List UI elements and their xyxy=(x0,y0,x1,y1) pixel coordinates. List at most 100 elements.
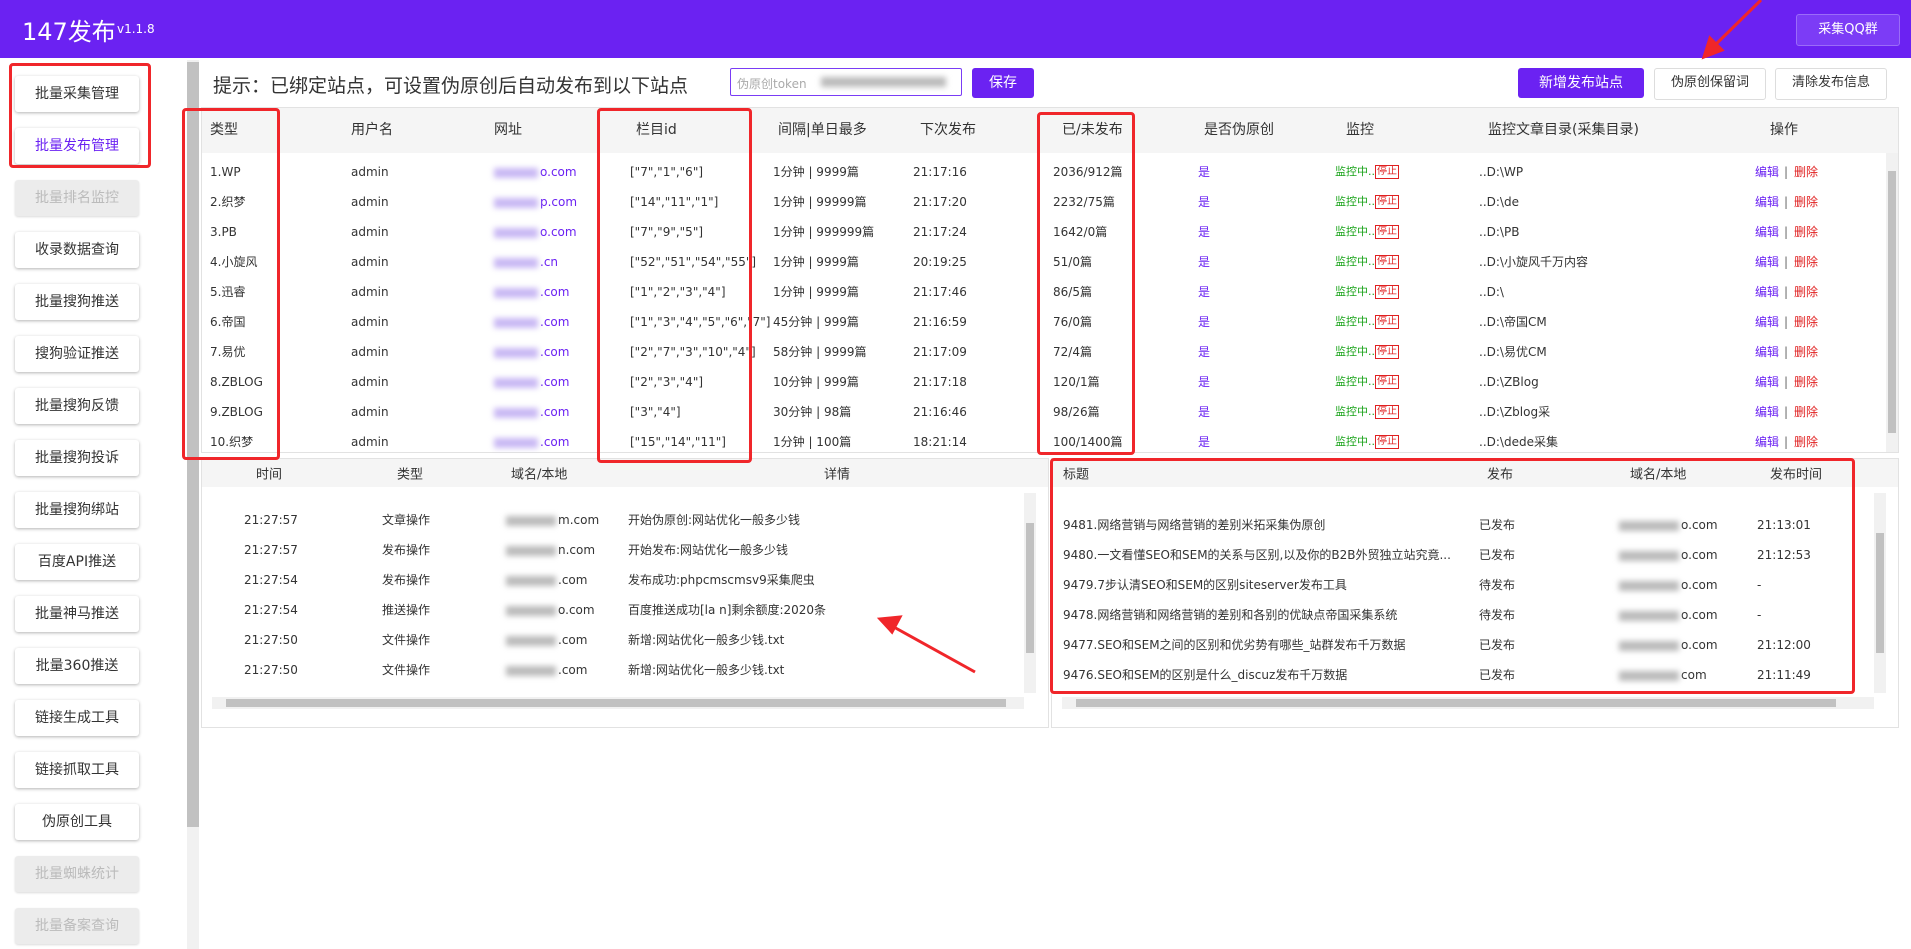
scroll-thumb[interactable] xyxy=(187,62,199,827)
log-cell: 文件操作 xyxy=(382,633,431,647)
delete-link[interactable]: 删除 xyxy=(1794,375,1819,389)
cell-url: .com xyxy=(540,345,570,359)
scroll-thumb[interactable] xyxy=(226,699,1006,707)
sidebar-button[interactable]: 链接抓取工具 xyxy=(15,752,139,788)
delete-link[interactable]: 删除 xyxy=(1794,285,1819,299)
qq-group-button[interactable]: 采集QQ群 xyxy=(1796,14,1900,46)
sidebar-button[interactable]: 批量搜狗投诉 xyxy=(15,440,139,476)
panel-scrollbar[interactable] xyxy=(1024,493,1036,693)
delete-link[interactable]: 删除 xyxy=(1794,195,1819,209)
blurred-text xyxy=(494,257,538,268)
edit-link[interactable]: 编辑 xyxy=(1755,315,1780,329)
cell-user: admin xyxy=(351,315,389,329)
column-header: 详情 xyxy=(824,467,851,483)
toolbar-button[interactable]: 新增发布站点 xyxy=(1518,68,1644,98)
cell-type: 9.ZBLOG xyxy=(210,405,263,419)
sidebar-button[interactable]: 批量发布管理 xyxy=(15,128,139,164)
sidebar-button[interactable]: 批量采集管理 xyxy=(15,76,139,112)
cell-dir: ..D:\易优CM xyxy=(1479,345,1547,359)
sidebar-button[interactable]: 百度API推送 xyxy=(15,544,139,580)
sidebar-button[interactable]: 批量神马推送 xyxy=(15,596,139,632)
sidebar-button[interactable]: 伪原创工具 xyxy=(15,804,139,840)
stop-button[interactable]: 停止 xyxy=(1375,405,1399,419)
stop-button[interactable]: 停止 xyxy=(1375,345,1399,359)
app-title: 147发布 xyxy=(22,18,116,46)
save-button[interactable]: 保存 xyxy=(972,68,1034,98)
edit-link[interactable]: 编辑 xyxy=(1755,255,1780,269)
stop-button[interactable]: 停止 xyxy=(1375,375,1399,389)
token-input[interactable]: 伪原创token xyxy=(730,68,962,96)
cell-monitor: 监控中.. xyxy=(1335,375,1375,388)
edit-link[interactable]: 编辑 xyxy=(1755,375,1780,389)
column-header: 时间 xyxy=(256,467,283,483)
arrow-head xyxy=(876,615,903,635)
stop-button[interactable]: 停止 xyxy=(1375,225,1399,239)
log-cell: 21:27:57 xyxy=(244,543,298,557)
column-header: 域名/本地 xyxy=(511,467,568,483)
edit-link[interactable]: 编辑 xyxy=(1755,405,1780,419)
cell-next: 21:17:20 xyxy=(913,195,967,209)
cell-url-wrap: .com xyxy=(494,314,569,330)
cell-ids: ["52","51","54","55"] xyxy=(630,255,757,269)
panel-header-bg xyxy=(202,459,1048,487)
toolbar-button[interactable]: 清除发布信息 xyxy=(1775,68,1887,100)
cell-url: .com xyxy=(540,435,570,449)
cell-dir: ..D:\ xyxy=(1479,285,1504,299)
scroll-thumb[interactable] xyxy=(1888,171,1896,433)
sidebar-button[interactable]: 批量搜狗绑站 xyxy=(15,492,139,528)
cell-ids: ["3","4"] xyxy=(630,405,681,419)
stop-button[interactable]: 停止 xyxy=(1375,195,1399,209)
delete-link[interactable]: 删除 xyxy=(1794,225,1819,239)
scroll-thumb[interactable] xyxy=(1076,699,1836,707)
blurred-text xyxy=(494,287,538,298)
cell-user: admin xyxy=(351,285,389,299)
cell-ids: ["1","3","4","5","6","7"] xyxy=(630,315,771,329)
toolbar-button[interactable]: 伪原创保留词 xyxy=(1654,68,1766,100)
delete-link[interactable]: 删除 xyxy=(1794,255,1819,269)
edit-link[interactable]: 编辑 xyxy=(1755,285,1780,299)
stop-button[interactable]: 停止 xyxy=(1375,165,1399,179)
sidebar-button[interactable]: 链接生成工具 xyxy=(15,700,139,736)
edit-link[interactable]: 编辑 xyxy=(1755,195,1780,209)
article-cell: 9476.SEO和SEM的区别是什么_discuz发布千万数据 xyxy=(1063,668,1348,682)
log-cell: 发布操作 xyxy=(382,543,431,557)
edit-link[interactable]: 编辑 xyxy=(1755,435,1780,449)
cell-pseudo: 是 xyxy=(1198,285,1211,299)
delete-link[interactable]: 删除 xyxy=(1794,435,1819,449)
panel-hscrollbar[interactable] xyxy=(1062,697,1874,709)
log-cell: 文章操作 xyxy=(382,513,431,527)
sidebar-button[interactable]: 收录数据查询 xyxy=(15,232,139,268)
panel-scrollbar[interactable] xyxy=(1874,493,1886,693)
cell-interval: 1分钟 | 9999篇 xyxy=(773,285,859,299)
stop-button[interactable]: 停止 xyxy=(1375,255,1399,269)
cell-published: 72/4篇 xyxy=(1053,345,1092,359)
stop-button[interactable]: 停止 xyxy=(1375,435,1399,449)
cell-domain: .com xyxy=(558,573,588,587)
cell-interval: 1分钟 | 9999篇 xyxy=(773,165,859,179)
blurred-text xyxy=(494,407,538,418)
delete-link[interactable]: 删除 xyxy=(1794,405,1819,419)
edit-link[interactable]: 编辑 xyxy=(1755,345,1780,359)
sidebar-button[interactable]: 搜狗验证推送 xyxy=(15,336,139,372)
delete-link[interactable]: 删除 xyxy=(1794,165,1819,179)
table-scrollbar[interactable] xyxy=(1886,153,1898,452)
scroll-thumb[interactable] xyxy=(1876,533,1884,653)
cell-dir: ..D:\ZBlog xyxy=(1479,375,1539,389)
sidebar-button[interactable]: 批量搜狗反馈 xyxy=(15,388,139,424)
cell-type: 2.织梦 xyxy=(210,195,246,209)
scroll-thumb[interactable] xyxy=(1026,523,1034,653)
edit-link[interactable]: 编辑 xyxy=(1755,225,1780,239)
separator: | xyxy=(1784,285,1789,299)
sidebar-scrollbar[interactable] xyxy=(187,60,199,949)
article-cell: 21:12:53 xyxy=(1757,548,1811,562)
sidebar-button[interactable]: 批量搜狗推送 xyxy=(15,284,139,320)
delete-link[interactable]: 删除 xyxy=(1794,315,1819,329)
sidebar-button[interactable]: 批量360推送 xyxy=(15,648,139,684)
cell-next: 21:17:24 xyxy=(913,225,967,239)
stop-button[interactable]: 停止 xyxy=(1375,315,1399,329)
panel-hscrollbar[interactable] xyxy=(212,697,1024,709)
stop-button[interactable]: 停止 xyxy=(1375,285,1399,299)
delete-link[interactable]: 删除 xyxy=(1794,345,1819,359)
edit-link[interactable]: 编辑 xyxy=(1755,165,1780,179)
cell-type: 4.小旋风 xyxy=(210,255,258,269)
